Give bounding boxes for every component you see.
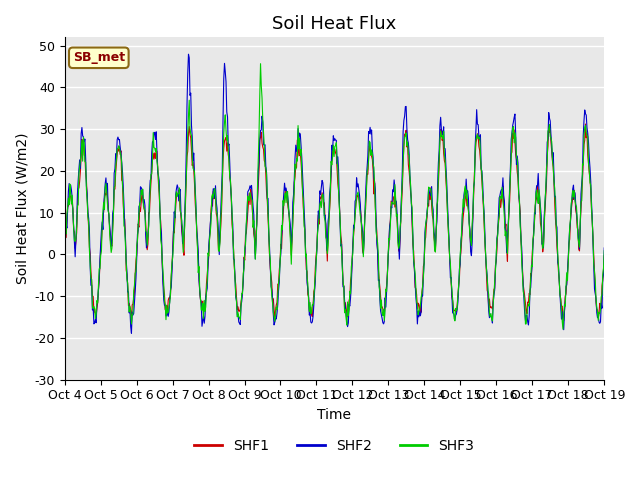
SHF3	[126, 304, 134, 310]
X-axis label: Time: Time	[317, 408, 351, 422]
SHF3	[401, 134, 408, 140]
SHF2	[211, 195, 219, 201]
Line: SHF3: SHF3	[65, 64, 604, 329]
SHF2	[126, 307, 134, 313]
SHF2	[182, 187, 189, 192]
SHF1	[582, 121, 589, 127]
SHF1	[210, 196, 218, 202]
Legend: SHF1, SHF2, SHF3: SHF1, SHF2, SHF3	[189, 433, 480, 458]
SHF3	[181, 223, 189, 228]
SHF2	[70, 237, 78, 242]
SHF2	[127, 330, 135, 336]
SHF3	[600, 248, 608, 253]
SHF1	[182, 201, 189, 206]
SHF2	[600, 245, 608, 251]
SHF1	[61, 245, 68, 251]
SHF2	[185, 51, 193, 57]
SHF2	[417, 309, 425, 314]
SHF3	[257, 61, 264, 67]
Y-axis label: Soil Heat Flux (W/m2): Soil Heat Flux (W/m2)	[15, 132, 29, 284]
SHF2	[401, 104, 409, 109]
SHF2	[61, 246, 68, 252]
SHF1	[401, 132, 408, 137]
SHF1	[417, 301, 424, 307]
SHF3	[70, 238, 78, 243]
Text: SB_met: SB_met	[73, 51, 125, 64]
SHF3	[61, 259, 68, 264]
Title: Soil Heat Flux: Soil Heat Flux	[273, 15, 397, 33]
SHF3	[559, 326, 567, 332]
SHF1	[127, 320, 135, 325]
Line: SHF2: SHF2	[65, 54, 604, 333]
SHF1	[600, 253, 608, 259]
SHF1	[70, 229, 78, 235]
SHF3	[417, 302, 424, 308]
SHF3	[209, 195, 217, 201]
SHF1	[126, 304, 134, 310]
Line: SHF1: SHF1	[65, 124, 604, 323]
